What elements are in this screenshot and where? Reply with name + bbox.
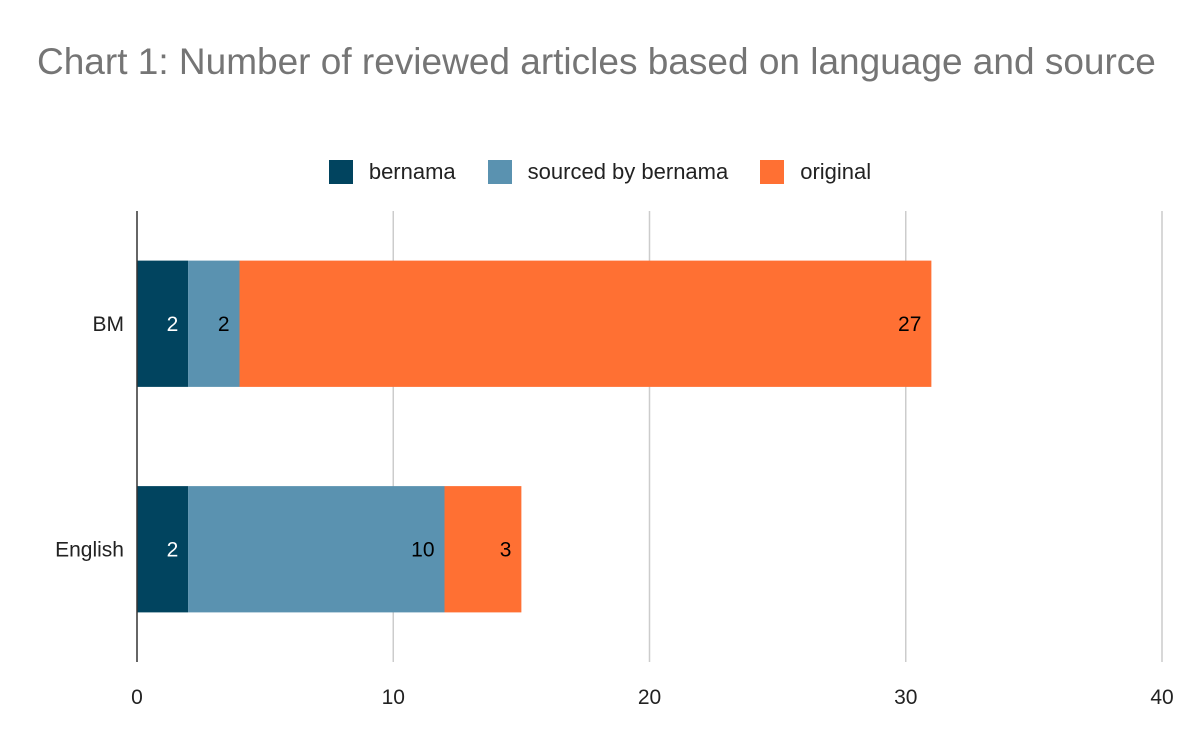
data-label-english-original: 3: [500, 538, 512, 561]
legend-item-bernama: bernama: [328, 159, 456, 185]
data-label-bm-original: 27: [898, 313, 921, 336]
bar-english-original: [444, 486, 522, 613]
x-tick-label-20: 20: [638, 686, 661, 709]
legend-swatch-original: [760, 160, 785, 184]
y-category-label-bm: BM: [93, 313, 125, 336]
y-category-label-english: English: [55, 538, 124, 561]
bar-bm-bernama: [137, 260, 189, 387]
legend-item-original: original: [760, 159, 871, 185]
chart-title: Chart 1: Number of reviewed articles bas…: [37, 41, 1156, 82]
data-label-bm-bernama: 2: [167, 313, 179, 336]
legend-item-sourced-by-bernama: sourced by bernama: [487, 159, 729, 185]
x-tick-label-40: 40: [1150, 686, 1173, 709]
legend: bernama sourced by bernama original: [0, 158, 1200, 186]
legend-label-sourced-by-bernama: sourced by bernama: [527, 159, 729, 184]
bar-bm-original: [239, 260, 932, 387]
x-tick-label-0: 0: [131, 686, 143, 709]
bar-english-sourced-by-bernama: [188, 486, 445, 613]
legend-label-bernama: bernama: [368, 159, 456, 184]
legend-swatch-bernama: [328, 160, 353, 184]
bar-english-bernama: [137, 486, 189, 613]
data-label-english-bernama: 2: [167, 538, 179, 561]
bar-bm-sourced-by-bernama: [188, 260, 240, 387]
legend-swatch-sourced-by-bernama: [487, 160, 512, 184]
legend-label-original: original: [800, 159, 872, 184]
data-label-bm-sourced-by-bernama: 2: [218, 313, 230, 336]
x-tick-label-30: 30: [894, 686, 917, 709]
x-tick-label-10: 10: [382, 686, 405, 709]
data-label-english-sourced-by-bernama: 10: [411, 538, 434, 561]
